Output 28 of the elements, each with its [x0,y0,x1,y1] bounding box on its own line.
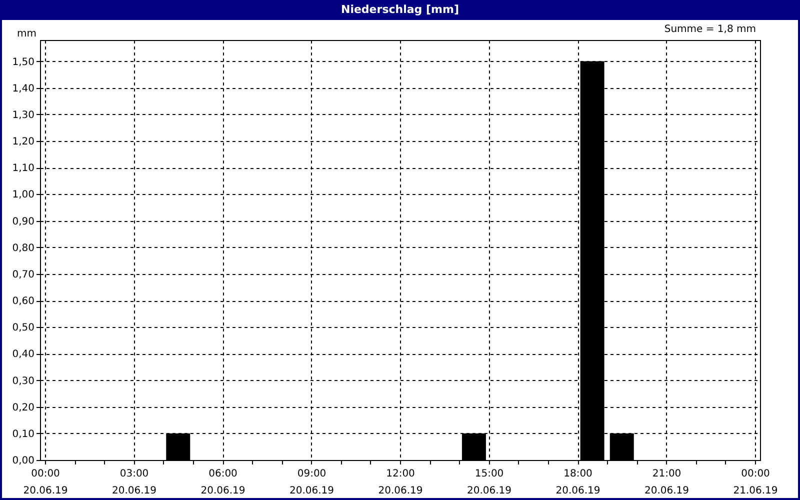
y-tick-label: 0,30 [12,376,34,387]
x-tick-label: 09:00 20.06.19 [289,468,334,496]
y-axis-title: mm [17,28,36,40]
x-tick-label: 00:00 21.06.19 [733,468,778,496]
y-tick-label: 0,00 [12,456,34,466]
y-tick-label: 0,70 [12,269,34,280]
x-tick-label: 18:00 20.06.19 [556,468,600,496]
y-tick-label: 1,40 [12,83,34,94]
x-tick-label: 06:00 20.06.19 [200,468,246,496]
x-tick-label: 03:00 20.06.19 [112,468,157,496]
y-tick-label: 0,90 [12,216,34,228]
y-tick-label: 1,20 [12,136,34,148]
y-tick-label: 1,30 [12,110,34,121]
y-tick-label: 0,80 [12,242,34,254]
x-tick-label: 21:00 20.06.19 [644,468,690,496]
y-tick-label: 1,00 [12,190,34,201]
chart-title: Niederschlag [mm] [0,0,800,20]
y-tick-label: 1,50 [12,56,34,68]
y-tick-label: 0,40 [12,349,34,360]
y-tick-label: 0,10 [12,428,34,440]
x-tick-label: 15:00 20.06.19 [466,468,512,496]
y-tick-label: 0,50 [12,322,34,334]
text: Summe = 1,8 mm [664,24,756,35]
y-tick-label: 1,10 [12,163,34,174]
y-tick-label: 0,20 [12,402,34,414]
y-tick-label: 0,60 [12,296,34,308]
x-tick-label: 12:00 20.06.19 [378,468,423,496]
x-tick-label: 00:00 20.06.19 [23,468,68,496]
